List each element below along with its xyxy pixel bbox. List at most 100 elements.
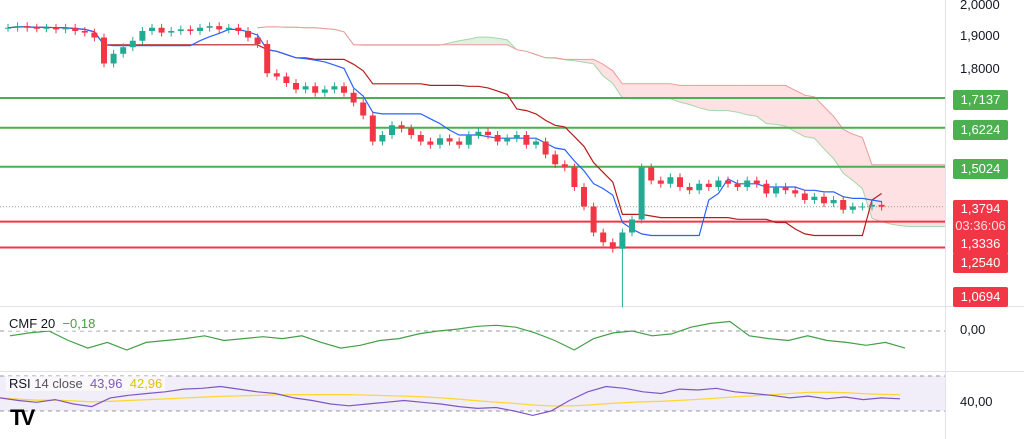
candle-body xyxy=(849,206,856,210)
candle-body xyxy=(600,232,607,243)
senkou-span-b xyxy=(257,26,945,166)
candle-body xyxy=(859,206,866,208)
candle-body xyxy=(312,86,319,93)
candle-body xyxy=(350,92,357,103)
rsi-params: 14 close xyxy=(34,376,83,391)
candle-body xyxy=(216,26,223,30)
candle-body xyxy=(753,180,760,184)
candle-body xyxy=(763,183,770,194)
candle-body xyxy=(302,86,309,90)
cmf-value: −0,18 xyxy=(62,316,96,331)
cloud-segment xyxy=(795,90,805,137)
current-price: 1,3794 xyxy=(960,201,1001,216)
cloud-segment xyxy=(584,59,594,64)
candle-body xyxy=(657,180,664,184)
candle-body xyxy=(533,141,539,145)
candle-body xyxy=(5,27,11,29)
candle-body xyxy=(725,180,731,184)
candle-body xyxy=(427,141,434,145)
cloud-segment xyxy=(756,85,767,124)
candle-body xyxy=(72,27,79,31)
bar-countdown: 03:36:06 xyxy=(955,218,1006,233)
tradingview-logo[interactable]: TV xyxy=(10,405,35,430)
cloud-segment xyxy=(680,85,690,105)
candle-body xyxy=(811,196,818,200)
candle-body xyxy=(101,37,107,64)
kijun-line xyxy=(7,26,882,237)
candle-body xyxy=(235,27,242,31)
candle-body xyxy=(677,177,683,187)
low-price-label: 1,0694 xyxy=(953,287,1008,307)
candle-body xyxy=(475,131,482,135)
candle-body xyxy=(283,76,290,83)
cloud-segment xyxy=(603,64,613,84)
resistance-label: 1,6224 xyxy=(953,120,1008,140)
resistance-label: 1,5024 xyxy=(953,159,1008,179)
candle-body xyxy=(254,37,261,44)
candle-body xyxy=(43,27,50,29)
candle-body xyxy=(715,180,722,187)
ichimoku-lines xyxy=(7,26,882,237)
y-tick-label: 2,0000 xyxy=(960,0,1000,12)
candle-body xyxy=(485,131,491,135)
candle-body xyxy=(177,29,184,31)
candle-body xyxy=(696,183,703,191)
cloud-segment xyxy=(641,83,652,99)
candle-body xyxy=(245,31,251,38)
candle-body xyxy=(878,204,885,207)
candle-body xyxy=(773,187,779,194)
candle-body xyxy=(638,167,645,220)
cloud-segment xyxy=(660,83,671,99)
candle-body xyxy=(379,135,386,142)
candle-body xyxy=(206,26,213,28)
candle-body xyxy=(619,232,626,249)
candle-body xyxy=(158,27,165,33)
candle-body xyxy=(821,196,827,204)
candle-body xyxy=(408,128,415,135)
rsi-legend[interactable]: RSI 14 close 43,96 42,96 xyxy=(6,376,166,391)
pane-separator xyxy=(0,306,1024,307)
cloud-segment xyxy=(488,37,498,45)
candle-body xyxy=(62,27,69,30)
cloud-segment xyxy=(862,137,872,219)
candle-body xyxy=(139,31,146,41)
cloud-segment xyxy=(814,96,824,149)
cloud-segment xyxy=(785,85,796,132)
candle-body xyxy=(504,138,511,142)
candle-body xyxy=(129,40,136,48)
candle-body xyxy=(561,164,568,168)
tenkan-line xyxy=(7,26,882,237)
cloud-segment xyxy=(852,134,863,189)
cmf-name: CMF 20 xyxy=(9,316,56,331)
candle-body xyxy=(53,27,59,30)
candle-body xyxy=(734,183,741,187)
candle-body xyxy=(120,47,127,54)
cloud-segment xyxy=(910,164,920,227)
cloud-segment xyxy=(1016,188,1024,204)
rsi-line xyxy=(0,385,901,417)
candle-body xyxy=(869,204,875,207)
price-levels xyxy=(0,97,945,249)
cmf-pane xyxy=(0,320,945,351)
candle-body xyxy=(91,32,98,38)
rsi-tick-label: 40,00 xyxy=(960,394,993,409)
candle-body xyxy=(571,167,578,187)
cloud-segment xyxy=(632,83,642,99)
candle-body xyxy=(24,26,31,28)
candle-body xyxy=(398,125,405,129)
candle-body xyxy=(110,53,117,64)
cloud-segment xyxy=(612,70,623,99)
candle-body xyxy=(513,135,520,139)
candle-body xyxy=(465,135,472,145)
cloud-segment xyxy=(881,164,892,225)
candle-body xyxy=(782,187,789,191)
support-label: 1,2540 xyxy=(953,253,1008,273)
candle-body xyxy=(81,31,88,33)
ichimoku-cloud xyxy=(257,26,1024,228)
candle-body xyxy=(456,141,463,145)
cloud-segment xyxy=(651,83,661,99)
cmf-legend[interactable]: CMF 20 −0,18 xyxy=(6,316,99,331)
candle-body xyxy=(149,27,155,31)
candle-body xyxy=(542,141,549,155)
